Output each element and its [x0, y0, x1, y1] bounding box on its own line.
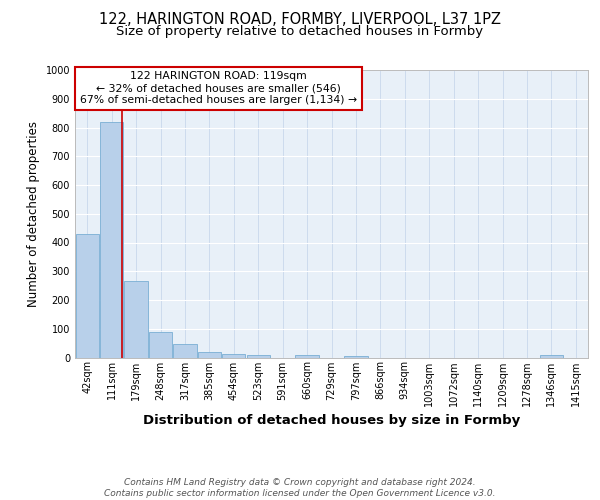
Y-axis label: Number of detached properties: Number of detached properties: [27, 120, 40, 306]
Bar: [149, 332, 172, 357]
Text: Size of property relative to detached houses in Formby: Size of property relative to detached ho…: [116, 25, 484, 38]
Bar: [198, 352, 221, 358]
Bar: [540, 355, 563, 358]
Bar: [222, 354, 245, 358]
Bar: [76, 234, 99, 358]
Bar: [247, 355, 270, 358]
Bar: [100, 122, 123, 358]
Bar: [295, 355, 319, 358]
Bar: [173, 344, 197, 357]
Text: Contains HM Land Registry data © Crown copyright and database right 2024.
Contai: Contains HM Land Registry data © Crown c…: [104, 478, 496, 498]
Bar: [124, 282, 148, 358]
X-axis label: Distribution of detached houses by size in Formby: Distribution of detached houses by size …: [143, 414, 520, 427]
Text: 122, HARINGTON ROAD, FORMBY, LIVERPOOL, L37 1PZ: 122, HARINGTON ROAD, FORMBY, LIVERPOOL, …: [99, 12, 501, 28]
Bar: [344, 356, 368, 358]
Text: 122 HARINGTON ROAD: 119sqm
← 32% of detached houses are smaller (546)
67% of sem: 122 HARINGTON ROAD: 119sqm ← 32% of deta…: [80, 72, 357, 104]
